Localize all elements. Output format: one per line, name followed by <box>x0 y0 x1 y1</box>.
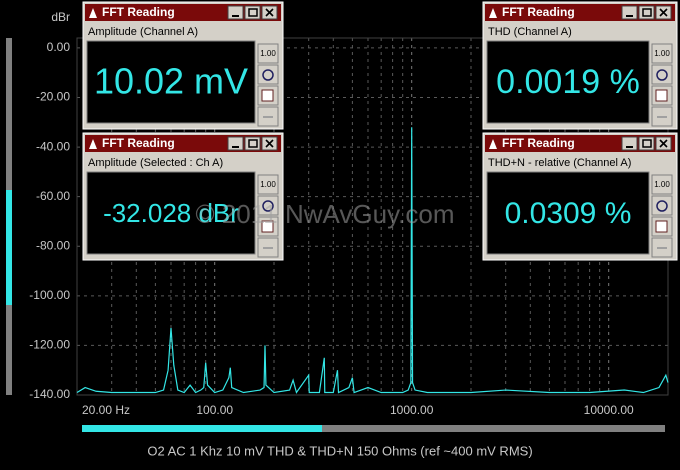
close-glyph <box>659 139 668 148</box>
reading: 10.02 mV <box>94 61 248 102</box>
y-tick-label: 0.00 <box>47 40 71 54</box>
x-tick-label: 1000.00 <box>390 403 434 417</box>
window-title: FFT Reading <box>102 5 175 19</box>
window-label: THD+N - relative (Channel A) <box>488 157 631 169</box>
window-icon <box>89 8 97 18</box>
reading-display <box>486 171 650 255</box>
reading: -32.028 dBr <box>103 198 239 228</box>
fft-window: FFT Reading Amplitude (Selected : Ch A) -3… <box>82 132 284 261</box>
window-title: FFT Reading <box>502 5 575 19</box>
y-tick-label: -80.00 <box>36 238 70 252</box>
tool-icon <box>655 220 668 233</box>
fft-window: FFT Reading THD (Channel A) 0.0019 % 1.00 <box>482 1 678 130</box>
chart-title: O2 AC 1 Khz 10 mV THD & THD+N 150 Ohms (… <box>147 443 532 458</box>
spectrum-line <box>76 127 669 394</box>
tool-icon <box>656 69 668 81</box>
tool-button[interactable] <box>651 43 673 64</box>
reading-display <box>486 40 650 124</box>
window-label: Amplitude (Selected : Ch A) <box>88 157 223 169</box>
x-tick-label: 20.00 Hz <box>82 403 130 417</box>
max-glyph <box>642 139 652 148</box>
window-title: FFT Reading <box>502 136 575 150</box>
scrollbar[interactable] <box>82 425 665 432</box>
tool-button[interactable] <box>257 64 279 85</box>
reading-display <box>86 40 256 124</box>
x-tick-label: 100.00 <box>196 403 233 417</box>
tool-button[interactable] <box>651 195 673 216</box>
y-tick-label: -60.00 <box>36 189 70 203</box>
tool-button-label: 1.00 <box>260 180 276 189</box>
tool-icon <box>261 220 274 233</box>
tool-icon <box>262 200 274 212</box>
reading: 0.0309 % <box>505 197 632 230</box>
tool-icon <box>656 200 668 212</box>
tool-button[interactable] <box>257 43 279 64</box>
min-button[interactable] <box>227 5 244 20</box>
min-button[interactable] <box>621 5 638 20</box>
tool-button-label: 1.00 <box>654 49 670 58</box>
tool-icon <box>261 89 274 102</box>
window-icon <box>89 139 97 149</box>
max-glyph <box>248 139 258 148</box>
window-label: THD (Channel A) <box>488 26 572 38</box>
y-tick-label: -140.00 <box>29 387 70 401</box>
tool-button[interactable] <box>651 64 673 85</box>
min-button[interactable] <box>621 136 638 151</box>
y-tick-label: -40.00 <box>36 139 70 153</box>
y-tick-label: -20.00 <box>36 90 70 104</box>
tool-button-label: 1.00 <box>260 49 276 58</box>
window-label: Amplitude (Channel A) <box>88 26 198 38</box>
window-icon <box>489 8 497 18</box>
windows: FFT Reading Amplitude (Channel A) 10.02 mV… <box>82 1 678 261</box>
fft-window: FFT Reading THD+N - relative (Channel A) 0… <box>482 132 678 261</box>
max-glyph <box>248 8 258 17</box>
tool-icon <box>262 69 274 81</box>
tool-button[interactable] <box>257 195 279 216</box>
tool-button[interactable] <box>651 174 673 195</box>
close-glyph <box>265 139 274 148</box>
tool-icon <box>655 89 668 102</box>
watermark: © 2011 NwAvGuy.com <box>195 199 454 229</box>
fft-window: FFT Reading Amplitude (Channel A) 10.02 mV… <box>82 1 284 130</box>
level-meter-fill <box>6 190 12 305</box>
tool-button-label: 1.00 <box>654 180 670 189</box>
y-tick-label: -100.00 <box>29 288 70 302</box>
scrollbar-thumb[interactable] <box>82 425 322 432</box>
max-glyph <box>642 8 652 17</box>
close-glyph <box>659 8 668 17</box>
tool-button[interactable] <box>257 174 279 195</box>
min-button[interactable] <box>227 136 244 151</box>
reading: 0.0019 % <box>496 63 640 101</box>
y-axis-label: dBr <box>51 10 70 24</box>
window-title: FFT Reading <box>102 136 175 150</box>
x-tick-label: 10000.00 <box>584 403 634 417</box>
reading-display <box>86 171 256 255</box>
y-tick-label: -120.00 <box>29 338 70 352</box>
close-glyph <box>265 8 274 17</box>
window-icon <box>489 139 497 149</box>
